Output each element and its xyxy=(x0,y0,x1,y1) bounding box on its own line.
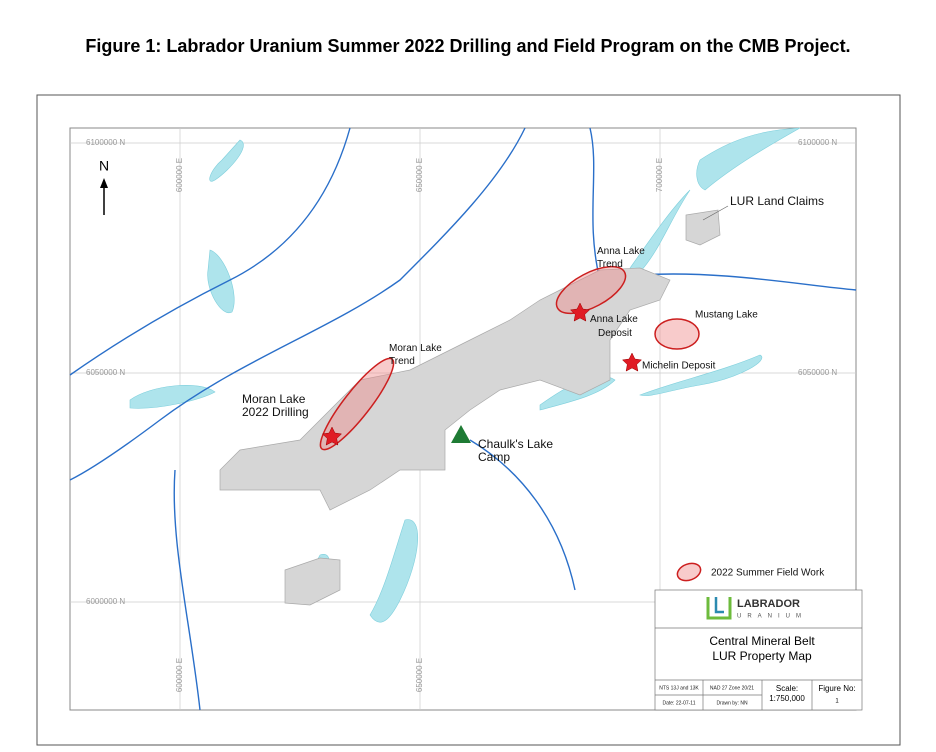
northing-label: 6100000 N xyxy=(798,138,837,147)
river xyxy=(639,273,857,291)
deposit-star xyxy=(621,352,643,372)
deposit-star xyxy=(321,426,343,446)
lake xyxy=(369,519,419,623)
title-block-cell: Scale: xyxy=(776,684,798,693)
map-label: Michelin Deposit xyxy=(642,361,716,372)
easting-label: 650000 E xyxy=(415,658,424,692)
river xyxy=(589,127,601,281)
map-label: LUR Land Claims xyxy=(730,194,824,208)
title-block-cell: NTS 13J and 13K xyxy=(659,685,699,691)
claim-block xyxy=(685,209,721,246)
claim-block xyxy=(284,557,341,606)
title-block-cell: 1 xyxy=(835,699,839,705)
logo-subtext: URANIUM xyxy=(737,614,807,620)
legend-label: 2022 Summer Field Work xyxy=(711,568,825,579)
figure-title: Figure 1: Labrador Uranium Summer 2022 D… xyxy=(85,36,850,56)
river xyxy=(173,469,201,711)
lake xyxy=(207,249,235,314)
map-label: Anna Lake Deposit xyxy=(590,314,638,339)
lake xyxy=(129,385,216,409)
title-block xyxy=(654,589,863,711)
northing-label: 6050000 N xyxy=(798,368,837,377)
north-arrow-head xyxy=(100,178,108,188)
title-block-cell: Date: 22-07-11 xyxy=(663,700,696,706)
field-work-zone xyxy=(555,265,627,315)
field-work-zone xyxy=(654,318,700,350)
deposit-star xyxy=(569,302,591,322)
logo-mark xyxy=(706,597,732,620)
rivers xyxy=(69,127,857,711)
map-label: Mustang Lake xyxy=(695,310,758,321)
land-claims xyxy=(219,209,721,606)
deposits xyxy=(321,302,643,446)
river xyxy=(469,439,576,591)
logo-mark xyxy=(714,597,724,614)
field-work-zone xyxy=(319,357,395,451)
map-label: Moran Lake 2022 Drilling xyxy=(242,392,309,419)
title-block-box xyxy=(654,589,863,711)
title-block-cell: 1:750,000 xyxy=(769,694,805,703)
legend-symbol xyxy=(676,562,702,582)
map-label: Chaulk's Lake Camp xyxy=(478,437,553,464)
river xyxy=(69,127,351,376)
river xyxy=(69,127,526,481)
northing-label: 6050000 N xyxy=(86,368,125,377)
title-block-cell: NAD 27 Zone 20/21 xyxy=(710,685,754,691)
map-title: Central Mineral Belt LUR Property Map xyxy=(709,634,815,663)
lake xyxy=(696,127,801,191)
title-block-cell: Drawn by: NN xyxy=(716,700,748,706)
claim-block xyxy=(219,267,671,511)
lake xyxy=(639,354,763,396)
leader-line xyxy=(702,205,729,221)
northing-label: 6000000 N xyxy=(86,597,125,606)
camp-icon xyxy=(451,425,471,443)
north-label: N xyxy=(99,158,109,174)
easting-label: 600000 E xyxy=(175,158,184,192)
lake xyxy=(209,139,244,182)
easting-label: 600000 E xyxy=(175,658,184,692)
map-label: Moran Lake Trend xyxy=(389,343,442,367)
logo-text: LABRADOR xyxy=(737,598,800,610)
easting-label: 700000 E xyxy=(655,158,664,192)
easting-label: 650000 E xyxy=(415,158,424,192)
northing-label: 6100000 N xyxy=(86,138,125,147)
map-label: Anna Lake Trend xyxy=(597,246,645,270)
title-block-cell: Figure No: xyxy=(818,684,855,693)
